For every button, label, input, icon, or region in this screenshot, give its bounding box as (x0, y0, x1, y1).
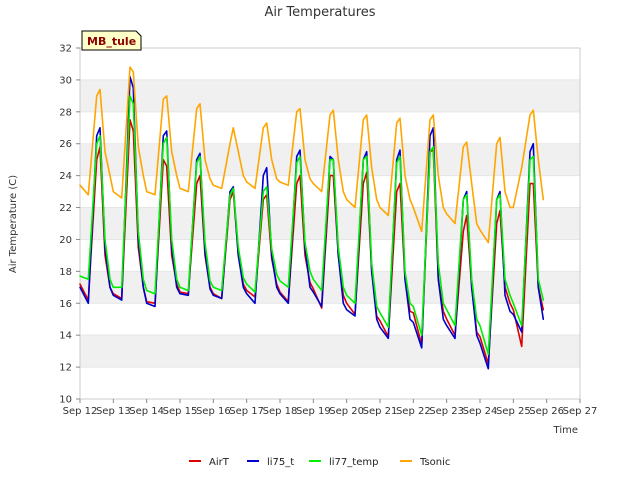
plot-frame (79, 47, 581, 400)
x-tick-label: Sep 12 (63, 406, 98, 417)
grid-band (80, 271, 580, 304)
x-tick-label: Sep 24 (463, 406, 498, 417)
site-badge: MB_tule (81, 30, 142, 51)
site-badge-box (81, 30, 142, 51)
y-tick-label: 28 (59, 107, 72, 118)
x-axis-title: Time (553, 425, 578, 436)
x-tick-label: Sep 21 (363, 406, 398, 417)
legend-label-li77_temp: li77_temp (329, 457, 378, 468)
grid-band (80, 367, 580, 399)
grid-band (80, 335, 580, 368)
site-badge-label: MB_tule (87, 35, 136, 48)
x-tick-label: Sep 15 (163, 406, 198, 417)
x-tick-label: Sep 26 (529, 406, 564, 417)
x-tick-label: Sep 19 (296, 406, 331, 417)
legend-label-AirT: AirT (209, 457, 230, 468)
y-tick-label: 10 (59, 395, 72, 406)
y-tick-label: 18 (59, 267, 72, 278)
x-tick-label: Sep 27 (563, 406, 598, 417)
plot-background (80, 48, 580, 400)
x-tick-label: Sep 23 (429, 406, 464, 417)
y-tick-label: 24 (59, 171, 72, 182)
y-tick-label: 30 (59, 75, 72, 86)
x-tick-label: Sep 13 (96, 406, 131, 417)
y-tick-label: 20 (59, 235, 72, 246)
y-axis-title: Air Temperature (C) (8, 175, 19, 273)
grid-band (80, 48, 580, 80)
x-tick-label: Sep 18 (263, 406, 298, 417)
legend: AirT li75_t li77_temp Tsonic (189, 457, 450, 468)
y-tick-label: 12 (59, 363, 72, 374)
y-tick-label: 16 (59, 299, 72, 310)
legend-label-Tsonic: Tsonic (419, 457, 450, 468)
chart-title: Air Temperatures (264, 5, 375, 20)
y-axis: 10 12 14 16 18 20 22 24 26 28 30 32 (59, 44, 80, 406)
series-line-li77_temp (79, 95, 545, 356)
y-tick-label: 32 (59, 44, 72, 55)
legend-label-li75_t: li75_t (267, 457, 294, 468)
grid-band (80, 207, 580, 240)
x-tick-label: Sep 16 (196, 406, 231, 417)
y-tick-label: 26 (59, 139, 72, 150)
plot-lines (79, 66, 545, 370)
x-tick-label: Sep 20 (329, 406, 364, 417)
grid-band (80, 239, 580, 272)
x-tick-label: Sep 25 (496, 406, 531, 417)
x-tick-label: Sep 17 (229, 406, 264, 417)
grid-band (80, 303, 580, 336)
x-tick-label: Sep 22 (396, 406, 431, 417)
y-tick-label: 14 (59, 331, 72, 342)
series-line-Tsonic (79, 66, 545, 244)
x-tick-label: Sep 14 (129, 406, 164, 417)
grid-band (80, 79, 580, 112)
series-line-AirT (79, 119, 545, 365)
y-tick-label: 22 (59, 203, 72, 214)
